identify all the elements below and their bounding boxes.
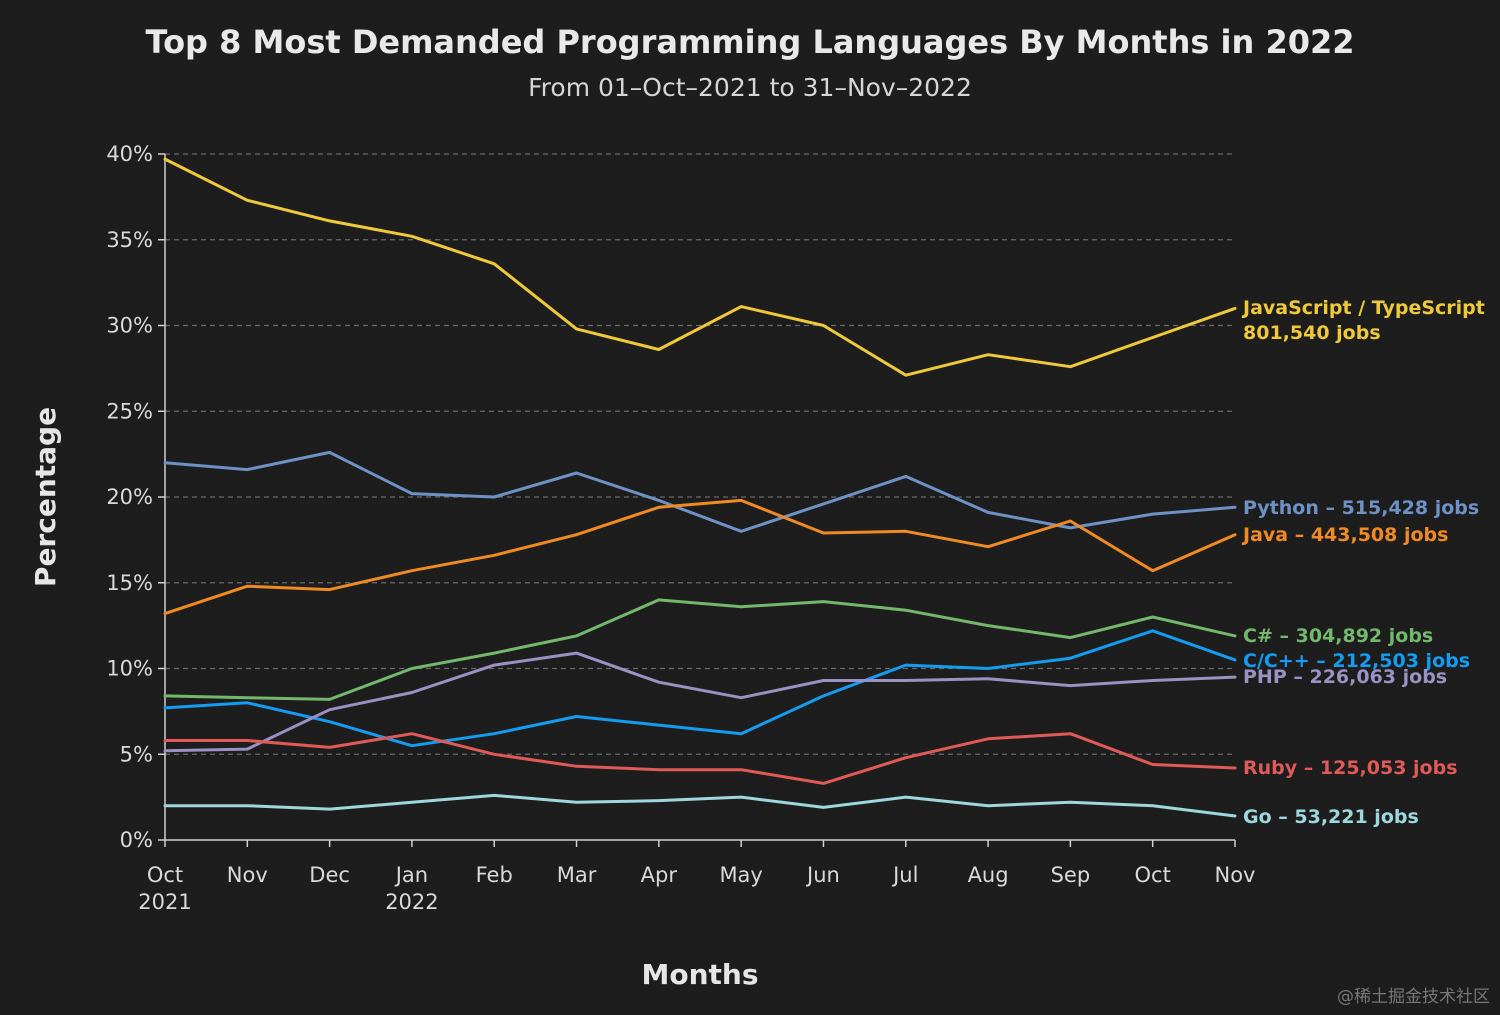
series-line-php <box>163 651 1237 753</box>
x-tick-label: Oct <box>147 863 183 887</box>
x-tick-label: Aug <box>968 863 1009 887</box>
series-line-python <box>163 450 1237 533</box>
x-tick-label: Nov <box>227 863 268 887</box>
y-tick-label: 30% <box>106 314 153 338</box>
chart-subtitle: From 01–Oct–2021 to 31–Nov–2022 <box>528 73 972 102</box>
series-label: Python – 515,428 jobs <box>1243 497 1479 519</box>
x-tick-label: Sep <box>1051 863 1091 887</box>
y-tick-label: 10% <box>106 657 153 681</box>
y-tick-label: 0% <box>120 828 153 852</box>
x-tick-label: Dec <box>309 863 350 887</box>
x-axis-label: Months <box>641 958 758 991</box>
series-label-jobs: 801,540 jobs <box>1243 322 1381 344</box>
y-tick-label: 20% <box>106 485 153 509</box>
x-tick-label: Jul <box>891 863 918 887</box>
x-tick-label: Apr <box>641 863 678 887</box>
y-tick-label: 35% <box>106 228 153 252</box>
x-tick-label: May <box>719 863 762 887</box>
series-lines <box>163 157 1237 818</box>
series-line-c-c- <box>163 629 1237 748</box>
axes <box>158 153 1236 847</box>
x-tick-label: Jan <box>394 863 428 887</box>
series-label: C# – 304,892 jobs <box>1243 625 1433 647</box>
series-label: C/C++ – 212,503 jobs <box>1243 650 1470 672</box>
watermark: @稀土掘金技术社区 <box>1337 987 1490 1007</box>
chart-title: Top 8 Most Demanded Programming Language… <box>145 23 1354 61</box>
series-label: JavaScript / TypeScript <box>1241 297 1485 319</box>
x-tick-year-label: 2021 <box>138 890 191 914</box>
series-label: PHP – 226,063 jobs <box>1243 666 1447 688</box>
x-tick-label: Oct <box>1135 863 1171 887</box>
y-tick-label: 5% <box>120 742 153 766</box>
series-label: Go – 53,221 jobs <box>1243 806 1419 828</box>
y-axis-label: Percentage <box>29 407 62 587</box>
series-line-javascript-typescript <box>163 157 1237 377</box>
y-tick-label: 15% <box>106 571 153 595</box>
x-tick-label: Nov <box>1215 863 1256 887</box>
x-tick-label: Feb <box>476 863 513 887</box>
x-tick-label: Jun <box>805 863 840 887</box>
series-end-labels: JavaScript / TypeScript 801,540 jobs Pytho… <box>1241 297 1485 828</box>
x-tick-label: Mar <box>557 863 597 887</box>
series-label: Java – 443,508 jobs <box>1241 524 1448 546</box>
y-tick-labels: 0% 5% 10% 15% 20% 25% 30% 35% 40% <box>106 142 153 852</box>
series-line-ruby <box>163 732 1237 785</box>
x-tick-labels: Oct 2021 Nov Dec Jan 2022 Feb Mar Apr May Jun Jul Au… <box>138 863 1255 914</box>
series-line-go <box>163 793 1237 818</box>
y-tick-label: 40% <box>106 142 153 166</box>
x-tick-year-label: 2022 <box>385 890 438 914</box>
grid-lines <box>165 153 1235 755</box>
y-tick-label: 25% <box>106 399 153 423</box>
series-line-java <box>163 498 1237 616</box>
series-line-c- <box>163 598 1237 701</box>
series-label: Ruby – 125,053 jobs <box>1243 757 1458 779</box>
